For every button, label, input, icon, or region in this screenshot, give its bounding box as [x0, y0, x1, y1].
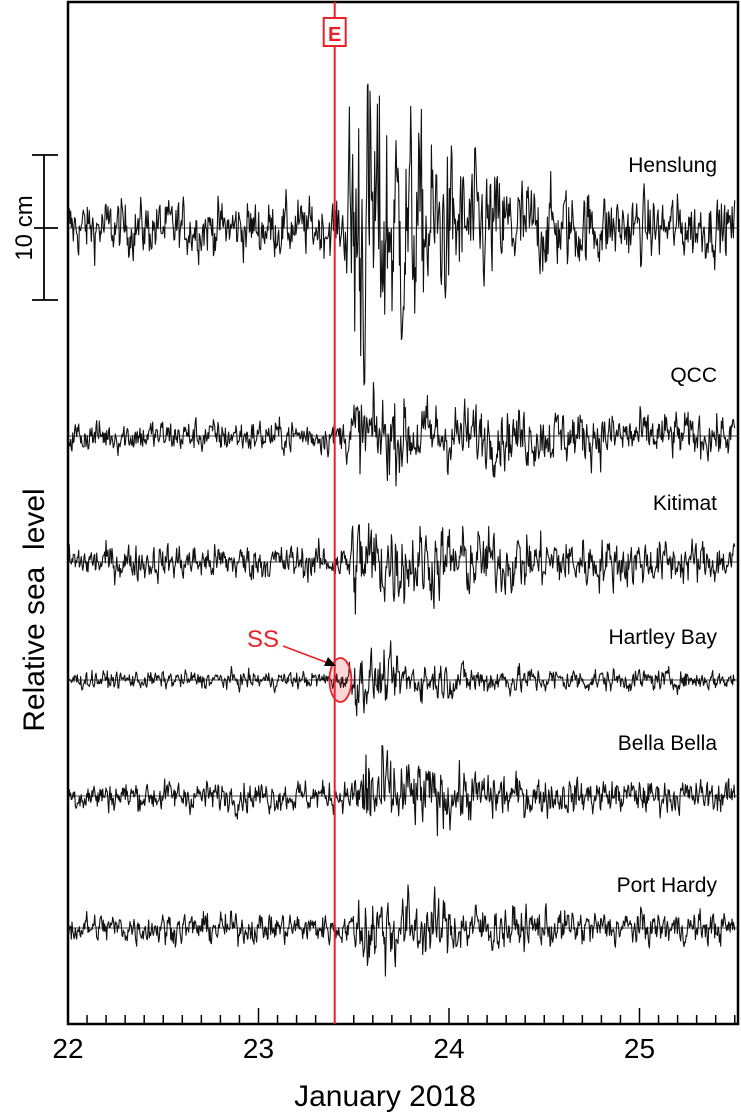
station-labels: Henslung QCC Kitimat Hartley Bay Bella Bella…: [608, 154, 717, 897]
station-label: Hartley Bay: [608, 626, 717, 649]
station-label: QCC: [670, 364, 717, 387]
x-tick-label: 22: [52, 1033, 83, 1064]
trace-bella-bella: [67, 745, 736, 837]
x-tick-label: 24: [433, 1033, 464, 1064]
station-label: Henslung: [628, 154, 717, 177]
trace-port-hardy: [67, 884, 736, 977]
scale-bar: [32, 154, 58, 301]
trace-hartley-bay: [67, 640, 736, 717]
station-label: Bella Bella: [618, 732, 718, 755]
trace-kitimat: [67, 522, 736, 615]
ss-arrow-head: [324, 657, 336, 666]
station-label: Kitimat: [653, 492, 717, 515]
traces: [67, 83, 738, 977]
y-axis-label: Relative sea level: [18, 488, 51, 731]
plot-frame: [66, 0, 740, 1026]
event-label-box: [322, 17, 347, 47]
station-label: Port Hardy: [617, 874, 718, 897]
scale-bar-label: 10 cm: [11, 195, 38, 260]
event-label: E: [328, 24, 341, 46]
x-tick-label: 23: [243, 1033, 274, 1064]
ss-highlight-ellipse: [328, 657, 353, 703]
ss-arrow-line: [282, 645, 329, 664]
ss-label: SS: [247, 626, 279, 653]
trace-qcc: [67, 381, 736, 487]
x-axis-tick-labels: 22 23 24 25: [52, 1033, 655, 1064]
trace-henslung: [67, 83, 736, 386]
x-axis-ticks: [67, 1008, 736, 1024]
x-tick-label: 25: [624, 1033, 655, 1064]
x-axis-label: January 2018: [294, 1080, 476, 1113]
